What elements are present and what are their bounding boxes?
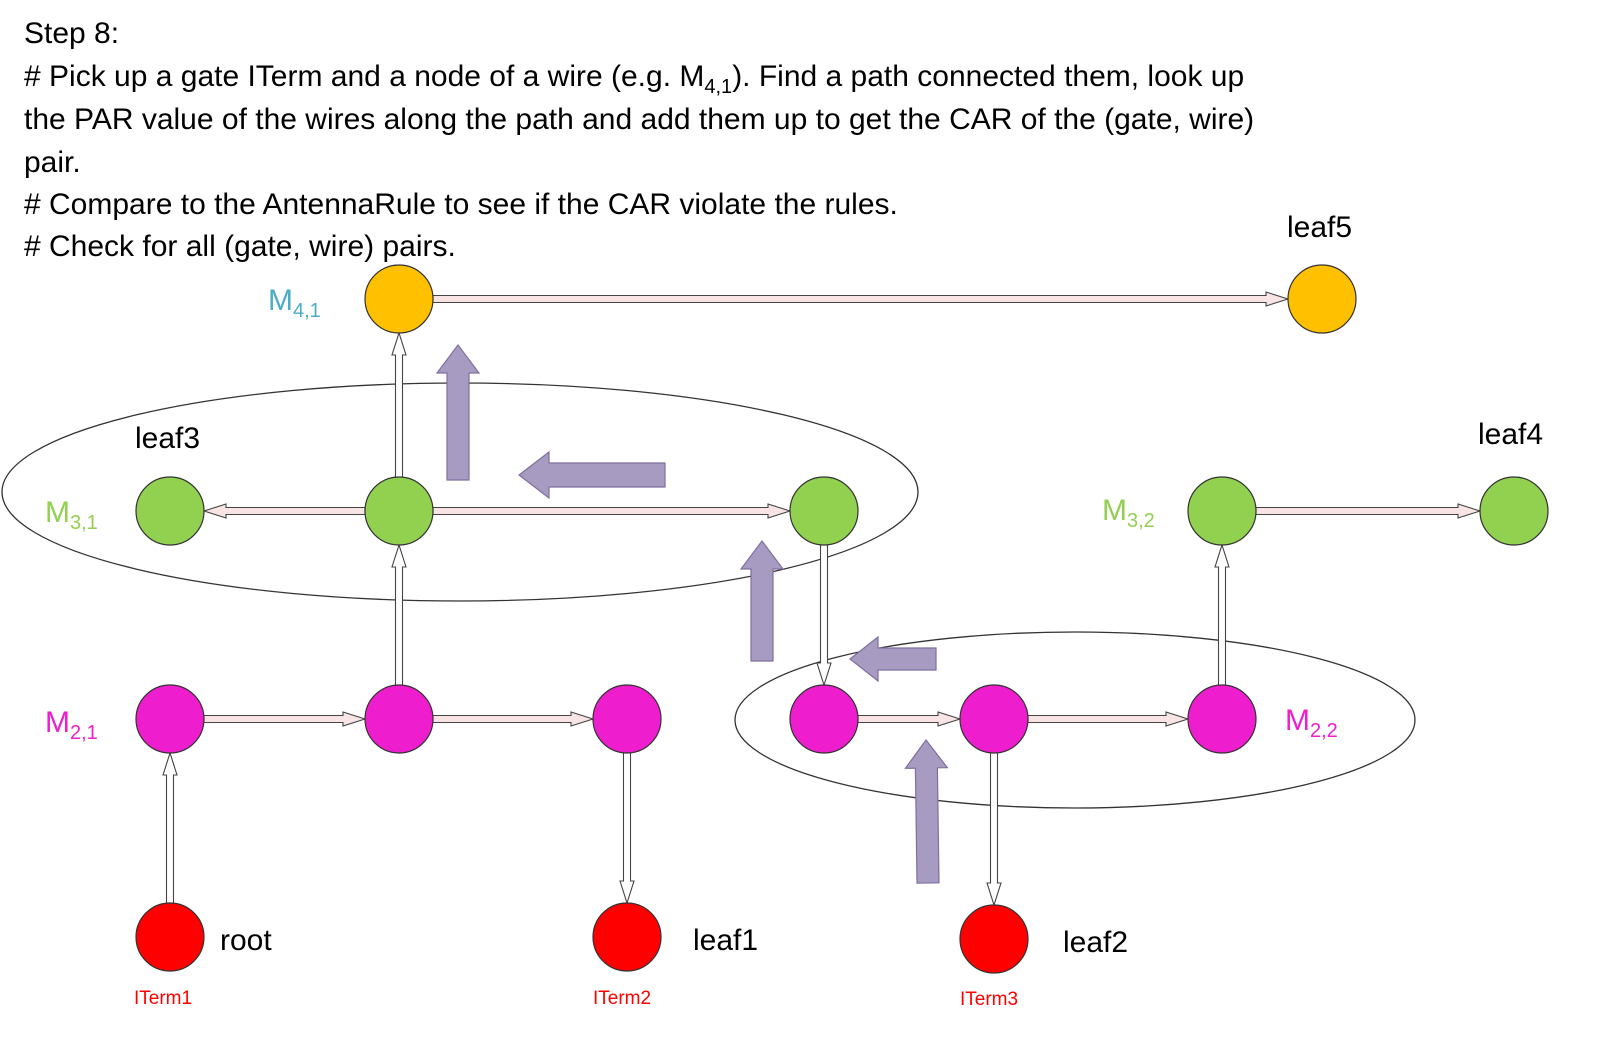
via-m3-m4-shape xyxy=(391,331,407,478)
vias xyxy=(162,331,1230,907)
leaf5-label: leaf5 xyxy=(1287,211,1352,244)
instruction-line-3: pair. xyxy=(24,146,81,179)
m22-label-base: M xyxy=(1285,704,1310,737)
m2-wire-4 xyxy=(1027,711,1190,727)
via-m2-m3-shape xyxy=(391,543,407,686)
m3-wire-2 xyxy=(1255,503,1482,519)
m3-wire-right-shape xyxy=(432,503,792,519)
leaf3-label: leaf3 xyxy=(135,422,200,455)
leaf-labels: root leaf1 leaf2 leaf3 leaf4 leaf5 xyxy=(135,211,1543,959)
root-label: root xyxy=(220,924,272,957)
iterm1-label: ITerm1 xyxy=(134,988,192,1009)
m2-wire-3-shape xyxy=(857,711,962,727)
instructions: Step 8: # Pick up a gate ITerm and a nod… xyxy=(24,17,1254,263)
instruction-line-2: the PAR value of the wires along the pat… xyxy=(24,103,1254,136)
step-title: Step 8: xyxy=(24,17,119,50)
m2-group-ellipse xyxy=(734,631,1416,809)
m31-label-sub: 3,1 xyxy=(70,512,98,534)
path-arrow-left-2 xyxy=(518,450,666,500)
m3-node-1 xyxy=(135,476,205,546)
wires xyxy=(202,291,1482,727)
m2-node-3 xyxy=(592,684,662,754)
iterm2-label: ITerm2 xyxy=(593,988,651,1009)
m31-label: M3,1 xyxy=(45,496,98,534)
m2-wire-4-shape xyxy=(1027,711,1190,727)
path-arrows xyxy=(435,344,949,884)
iterm3-label: ITerm3 xyxy=(960,989,1018,1010)
m3-wire-left-shape xyxy=(202,503,366,519)
via-m2-m3-right xyxy=(1214,543,1230,686)
m2-node-2 xyxy=(364,684,434,754)
via-m3-m2-right-shape xyxy=(816,544,832,687)
m32-label: M3,2 xyxy=(1102,494,1155,532)
m2-wire-2-shape xyxy=(432,711,595,727)
instruction-line-5: # Check for all (gate, wire) pairs. xyxy=(24,230,456,263)
m2-node-6 xyxy=(1187,684,1257,754)
m3-wire-right xyxy=(432,503,792,519)
m4-node-right xyxy=(1287,264,1357,334)
via-iterm1-m2-shape xyxy=(162,751,178,904)
instruction-line-1: # Pick up a gate ITerm and a node of a w… xyxy=(24,60,1244,98)
m32-label-base: M xyxy=(1102,494,1127,527)
via-m2-iterm3 xyxy=(986,752,1002,907)
m41-label-base: M xyxy=(268,284,293,317)
via-m3-m4 xyxy=(391,331,407,478)
m3-wire-2-shape xyxy=(1255,503,1482,519)
m2-node-4 xyxy=(789,684,859,754)
iterm1-node xyxy=(135,902,205,972)
m21-label-sub: 2,1 xyxy=(70,722,98,744)
metal-labels: M4,1 M3,1 M3,2 M2,1 M2,2 xyxy=(45,284,1338,744)
instruction-line-4: # Compare to the AntennaRule to see if t… xyxy=(24,188,898,221)
path-arrow-left-1 xyxy=(849,635,937,683)
m3-node-4 xyxy=(1187,476,1257,546)
instruction-line-1-sub: 4,1 xyxy=(704,76,732,98)
via-iterm1-m2 xyxy=(162,751,178,904)
iterm2-node xyxy=(592,902,662,972)
via-m2-iterm2 xyxy=(619,752,635,905)
m4-wire xyxy=(432,291,1290,307)
leaf1-label: leaf1 xyxy=(693,924,758,957)
iterm-labels: ITerm1 ITerm2 ITerm3 xyxy=(134,988,1018,1010)
instruction-line-1-text: # Pick up a gate ITerm and a node of a w… xyxy=(24,60,704,93)
m3-node-2 xyxy=(364,476,434,546)
m2-wire-2 xyxy=(432,711,595,727)
path-arrow-up-2 xyxy=(739,540,785,662)
m22-label-sub: 2,2 xyxy=(1310,720,1338,742)
iterm3-node xyxy=(959,904,1029,974)
instruction-line-1-end: ). Find a path connected them, look up xyxy=(732,60,1244,93)
via-m2-m3 xyxy=(391,543,407,686)
m41-label-sub: 4,1 xyxy=(293,300,321,322)
m2-node-5 xyxy=(959,684,1029,754)
nodes xyxy=(135,264,1549,974)
m21-label: M2,1 xyxy=(45,706,98,744)
m2-wire-3 xyxy=(857,711,962,727)
m4-wire-shape xyxy=(432,291,1290,307)
m4-node-left xyxy=(364,264,434,334)
via-m2-iterm3-shape xyxy=(986,752,1002,907)
m41-label: M4,1 xyxy=(268,284,321,322)
m32-label-sub: 3,2 xyxy=(1127,510,1155,532)
via-m2-iterm2-shape xyxy=(619,752,635,905)
leaf2-label: leaf2 xyxy=(1063,926,1128,959)
m22-label: M2,2 xyxy=(1285,704,1338,742)
m2-wire-1 xyxy=(203,711,367,727)
m21-label-base: M xyxy=(45,706,70,739)
m3-node-3 xyxy=(789,476,859,546)
via-m3-m2-right xyxy=(816,544,832,687)
leaf4-label: leaf4 xyxy=(1478,418,1543,451)
m3-node-5 xyxy=(1479,476,1549,546)
m3-wire-left xyxy=(202,503,366,519)
via-m2-m3-right-shape xyxy=(1214,543,1230,686)
path-arrow-up-3 xyxy=(435,344,481,481)
m2-wire-1-shape xyxy=(203,711,367,727)
m2-node-1 xyxy=(135,684,205,754)
path-arrow-up-1 xyxy=(904,739,949,884)
m31-label-base: M xyxy=(45,496,70,529)
